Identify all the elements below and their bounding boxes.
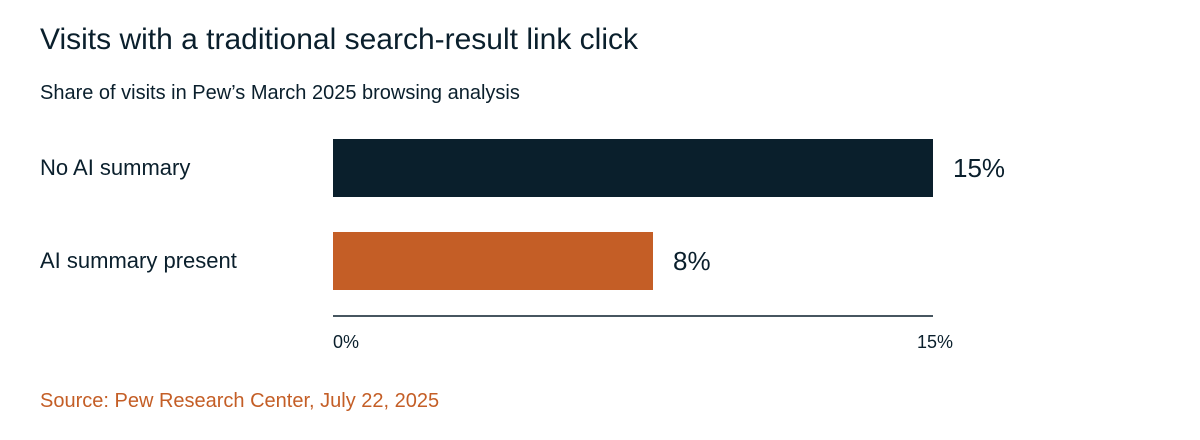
x-axis: 0% 15% — [333, 315, 953, 352]
x-tick-label: 15% — [917, 332, 953, 352]
source-note: Source: Pew Research Center, July 22, 20… — [40, 390, 440, 412]
category-label: No AI summary — [40, 155, 190, 180]
bar — [333, 232, 653, 290]
value-label: 15% — [953, 153, 1005, 183]
value-label: 8% — [673, 246, 711, 276]
chart-subtitle: Share of visits in Pew’s March 2025 brow… — [40, 82, 520, 104]
category-label: AI summary present — [40, 248, 237, 273]
chart-title: Visits with a traditional search-result … — [40, 23, 638, 56]
x-tick-label: 0% — [333, 332, 359, 352]
bars-layer: No AI summary 15% AI summary present 8% — [40, 139, 1005, 290]
bar — [333, 139, 933, 197]
